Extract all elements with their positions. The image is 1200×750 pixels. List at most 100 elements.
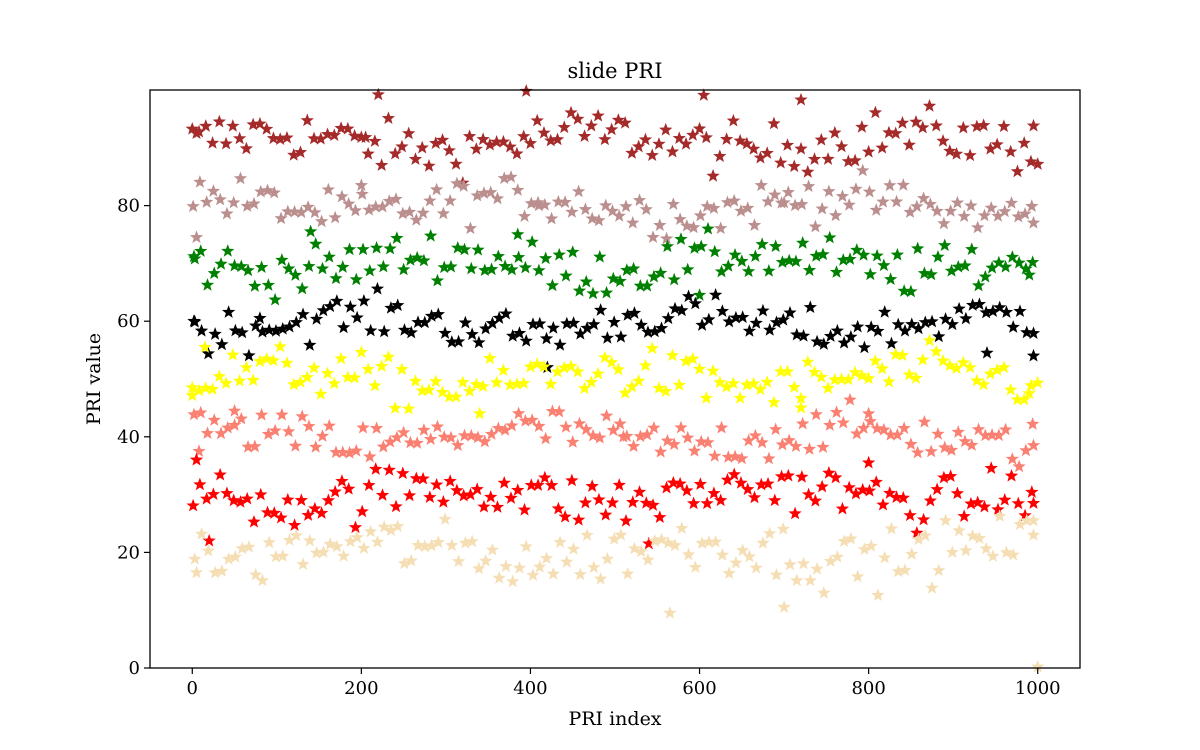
scatter-point <box>249 318 263 332</box>
scatter-point <box>979 541 993 555</box>
scatter-point <box>281 204 295 218</box>
scatter-point <box>822 466 836 479</box>
scatter-point <box>422 383 436 396</box>
scatter-point <box>756 536 770 549</box>
scatter-point <box>861 371 876 385</box>
scatter-point <box>375 359 389 372</box>
scatter-point <box>187 314 201 327</box>
scatter-point <box>506 574 520 588</box>
scatter-point <box>200 278 215 291</box>
scatter-point <box>634 544 648 558</box>
scatter-point <box>198 340 212 353</box>
scatter-point <box>558 195 572 208</box>
scatter-point <box>993 509 1007 522</box>
scatter-point <box>383 434 397 448</box>
scatter-point <box>491 421 505 435</box>
scatter-point <box>1012 459 1026 473</box>
scatter-point <box>544 377 558 390</box>
scatter-point <box>437 430 451 443</box>
scatter-point <box>983 366 998 380</box>
data-points <box>185 84 1045 673</box>
scatter-point <box>560 554 574 568</box>
scatter-point <box>654 532 669 546</box>
scatter-point <box>878 305 892 318</box>
scatter-point <box>626 495 640 508</box>
scatter-point <box>659 480 674 494</box>
scatter-point <box>970 373 984 387</box>
scatter-point <box>335 474 349 487</box>
scatter-point <box>856 248 871 261</box>
scatter-point <box>371 87 385 101</box>
scatter-point <box>451 334 466 348</box>
scatter-point <box>551 501 566 515</box>
scatter-point <box>1025 199 1039 212</box>
scatter-point <box>559 420 573 433</box>
scatter-point <box>736 310 750 323</box>
scatter-point <box>411 538 425 552</box>
scatter-point <box>958 258 972 272</box>
scatter-point <box>835 501 850 515</box>
scatter-point <box>496 363 511 377</box>
scatter-point <box>876 194 890 208</box>
scatter-point <box>1026 496 1041 509</box>
scatter-point <box>517 376 531 389</box>
scatter-point <box>673 212 687 226</box>
scatter-point <box>795 197 809 211</box>
scatter-point <box>836 415 850 429</box>
scatter-point <box>641 552 655 566</box>
scatter-point <box>550 364 565 378</box>
scatter-point <box>983 141 998 155</box>
scatter-point <box>815 479 829 493</box>
scatter-point <box>850 243 864 256</box>
scatter-point <box>884 521 899 535</box>
scatter-point <box>498 259 512 273</box>
scatter-point <box>287 204 302 218</box>
scatter-point <box>212 114 226 128</box>
scatter-point <box>1020 513 1034 527</box>
scatter-point <box>965 528 980 542</box>
scatter-point <box>697 88 711 101</box>
scatter-point <box>470 482 484 496</box>
scatter-point <box>606 423 620 436</box>
scatter-point <box>742 549 757 563</box>
scatter-point <box>735 254 749 267</box>
scatter-point <box>970 119 984 133</box>
scatter-point <box>361 146 375 160</box>
scatter-point <box>898 563 912 576</box>
scatter-point <box>226 347 240 361</box>
scatter-point <box>490 191 505 205</box>
scatter-point <box>539 551 554 565</box>
scatter-point <box>726 113 741 127</box>
scatter-point <box>234 411 248 425</box>
scatter-point <box>445 335 459 348</box>
scatter-point <box>616 429 631 443</box>
scatter-point <box>722 314 736 328</box>
scatter-point <box>835 189 850 203</box>
scatter-point <box>336 320 351 334</box>
scatter-point <box>868 105 883 119</box>
scatter-point <box>565 473 579 487</box>
scatter-point <box>417 253 431 267</box>
scatter-point <box>721 259 735 272</box>
scatter-point <box>714 221 728 235</box>
scatter-point <box>194 527 209 540</box>
scatter-point <box>777 600 791 613</box>
scatter-point <box>971 495 985 509</box>
scatter-point <box>476 379 490 393</box>
scatter-point <box>235 325 249 339</box>
scatter-point <box>207 266 221 280</box>
scatter-point <box>566 245 580 258</box>
scatter-point <box>389 192 403 205</box>
scatter-point <box>294 205 308 219</box>
scatter-point <box>713 149 727 162</box>
scatter-point <box>734 476 748 489</box>
scatter-point <box>762 451 776 465</box>
scatter-point <box>478 321 493 335</box>
scatter-point <box>1018 206 1032 220</box>
scatter-point <box>830 323 845 337</box>
scatter-point <box>694 434 708 448</box>
scatter-point <box>776 522 790 535</box>
scatter-point <box>539 331 554 345</box>
scatter-point <box>666 197 680 210</box>
scatter-point <box>248 439 262 453</box>
